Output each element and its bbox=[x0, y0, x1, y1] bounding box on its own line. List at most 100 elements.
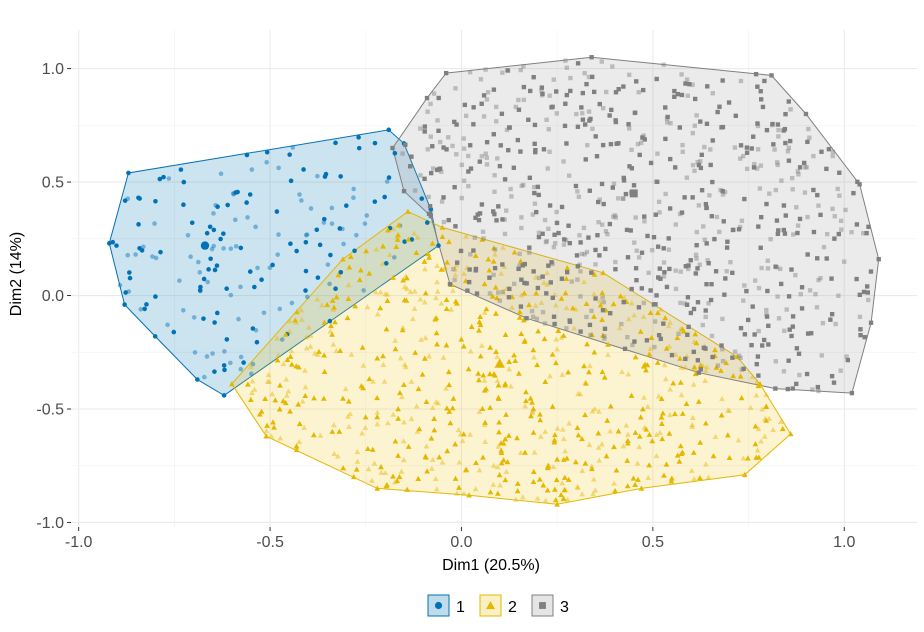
point-cluster-3 bbox=[509, 194, 514, 199]
point-cluster-3 bbox=[506, 147, 511, 153]
point-cluster-2 bbox=[779, 425, 786, 432]
point-cluster-3 bbox=[597, 253, 602, 258]
point-cluster-3 bbox=[754, 166, 760, 171]
point-cluster-3 bbox=[732, 145, 738, 150]
point-cluster-2 bbox=[381, 378, 388, 384]
point-cluster-3 bbox=[685, 93, 690, 98]
point-cluster-3 bbox=[678, 300, 683, 306]
point-cluster-3 bbox=[749, 342, 754, 348]
point-cluster-2 bbox=[726, 454, 733, 461]
point-cluster-1 bbox=[153, 198, 158, 204]
point-cluster-3 bbox=[766, 323, 771, 329]
point-cluster-2 bbox=[337, 347, 344, 354]
point-cluster-1 bbox=[255, 265, 260, 271]
point-cluster-2 bbox=[450, 287, 456, 293]
point-cluster-3 bbox=[773, 264, 778, 269]
point-cluster-2 bbox=[345, 282, 352, 288]
point-cluster-1 bbox=[340, 226, 345, 232]
point-cluster-2 bbox=[467, 348, 474, 354]
point-cluster-2 bbox=[302, 392, 309, 399]
point-cluster-2 bbox=[641, 394, 647, 400]
point-cluster-1 bbox=[249, 167, 255, 172]
point-cluster-3 bbox=[836, 231, 842, 237]
point-cluster-2 bbox=[487, 344, 494, 350]
point-cluster-2 bbox=[411, 230, 417, 236]
point-cluster-3 bbox=[642, 219, 647, 224]
point-cluster-3 bbox=[578, 294, 583, 299]
point-cluster-3 bbox=[672, 88, 677, 94]
point-cluster-2 bbox=[409, 315, 416, 322]
point-cluster-2 bbox=[653, 431, 660, 438]
point-cluster-3 bbox=[551, 77, 556, 82]
point-cluster-2 bbox=[763, 403, 770, 409]
point-cluster-3 bbox=[805, 331, 811, 336]
point-cluster-1 bbox=[189, 220, 195, 226]
point-cluster-3 bbox=[494, 104, 499, 110]
point-cluster-2 bbox=[759, 406, 766, 412]
point-cluster-3 bbox=[679, 72, 684, 77]
point-cluster-2 bbox=[522, 403, 529, 409]
point-cluster-3 bbox=[481, 93, 487, 98]
point-cluster-2 bbox=[431, 427, 438, 433]
point-cluster-2 bbox=[414, 428, 421, 434]
point-cluster-3 bbox=[475, 212, 480, 217]
point-cluster-3 bbox=[662, 270, 667, 275]
point-cluster-3 bbox=[597, 101, 602, 107]
point-cluster-3 bbox=[461, 178, 467, 183]
point-cluster-3 bbox=[563, 58, 568, 63]
point-cluster-3 bbox=[595, 233, 600, 238]
point-cluster-2 bbox=[293, 446, 300, 453]
point-cluster-3 bbox=[588, 332, 593, 338]
point-cluster-2 bbox=[654, 359, 661, 365]
point-cluster-3 bbox=[491, 272, 496, 278]
point-cluster-1 bbox=[333, 140, 338, 146]
point-cluster-2 bbox=[374, 311, 381, 317]
point-cluster-3 bbox=[720, 316, 725, 322]
point-cluster-3 bbox=[521, 84, 527, 90]
point-cluster-3 bbox=[828, 317, 833, 322]
point-cluster-3 bbox=[548, 280, 553, 285]
point-cluster-3 bbox=[829, 276, 834, 281]
point-cluster-2 bbox=[552, 302, 559, 308]
point-cluster-3 bbox=[552, 321, 557, 327]
point-cluster-2 bbox=[400, 381, 407, 387]
point-cluster-1 bbox=[228, 360, 233, 366]
point-cluster-2 bbox=[392, 337, 398, 343]
point-cluster-3 bbox=[742, 283, 747, 288]
point-cluster-1 bbox=[110, 239, 116, 245]
point-cluster-2 bbox=[440, 354, 447, 360]
point-cluster-1 bbox=[323, 171, 329, 177]
point-cluster-2 bbox=[672, 351, 679, 357]
point-cluster-2 bbox=[530, 406, 537, 412]
point-cluster-2 bbox=[359, 344, 366, 350]
point-cluster-3 bbox=[564, 326, 569, 331]
point-cluster-2 bbox=[512, 496, 519, 502]
point-cluster-3 bbox=[431, 166, 436, 171]
point-cluster-3 bbox=[796, 351, 802, 356]
point-cluster-3 bbox=[541, 147, 547, 152]
point-cluster-2 bbox=[582, 379, 589, 385]
point-cluster-3 bbox=[527, 245, 532, 250]
point-cluster-3 bbox=[551, 314, 557, 319]
hull-vertex-cluster-2 bbox=[554, 501, 561, 507]
point-cluster-2 bbox=[689, 421, 696, 428]
point-cluster-3 bbox=[737, 224, 743, 230]
point-cluster-2 bbox=[399, 327, 406, 333]
point-cluster-2 bbox=[640, 363, 647, 369]
point-cluster-1 bbox=[177, 278, 182, 283]
point-cluster-3 bbox=[435, 167, 440, 173]
point-cluster-2 bbox=[425, 251, 431, 257]
point-cluster-2 bbox=[298, 307, 305, 313]
point-cluster-1 bbox=[329, 205, 335, 211]
point-cluster-3 bbox=[849, 229, 854, 235]
point-cluster-2 bbox=[666, 343, 673, 349]
point-cluster-3 bbox=[857, 292, 862, 298]
point-cluster-2 bbox=[611, 444, 617, 450]
point-cluster-1 bbox=[215, 204, 220, 210]
point-cluster-1 bbox=[354, 232, 359, 238]
point-cluster-2 bbox=[587, 363, 593, 369]
point-cluster-3 bbox=[717, 229, 722, 235]
point-cluster-3 bbox=[744, 145, 750, 150]
point-cluster-3 bbox=[603, 229, 609, 234]
point-cluster-3 bbox=[499, 111, 505, 116]
